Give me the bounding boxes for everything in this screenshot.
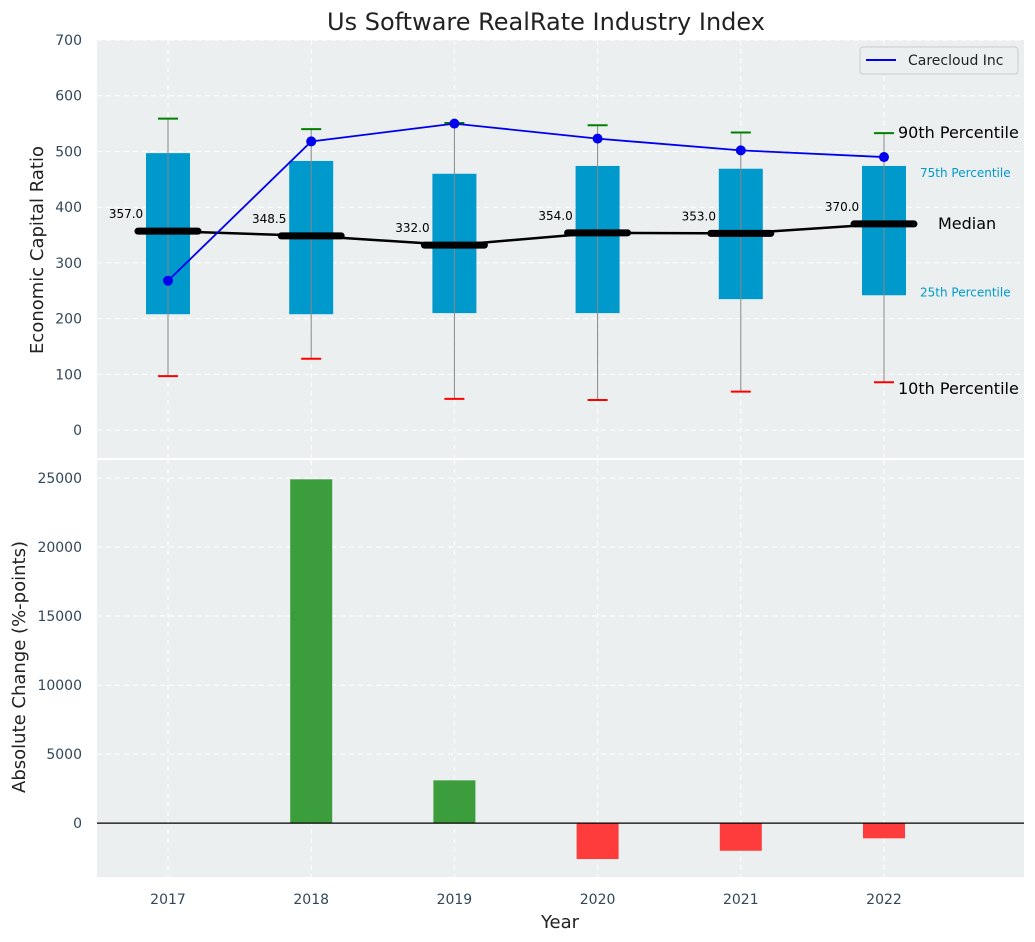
median-value-label: 332.0	[395, 221, 429, 235]
bottom-y-tick-label: 20000	[37, 540, 82, 556]
annotation-p25: 25th Percentile	[920, 285, 1011, 299]
bar-2020	[576, 823, 619, 860]
bottom-plot-area	[97, 460, 1024, 877]
series-line-carecloud	[167, 122, 885, 282]
bar-2018	[290, 479, 333, 824]
legend-label-carecloud: Carecloud Inc	[908, 53, 1003, 69]
annotation-p75: 75th Percentile	[920, 166, 1011, 180]
bottom-y-tick-label: 0	[73, 816, 82, 832]
bottom-y-tick-label: 15000	[37, 609, 82, 625]
top-y-tick-label: 500	[55, 144, 82, 160]
bottom-panel: 0 5000 10000 15000 20000 25000 2017 2018 2019 202…	[37, 460, 1024, 908]
bar-2021	[719, 823, 762, 851]
bottom-y-tick-label: 5000	[46, 747, 82, 763]
series-point-2017	[163, 275, 173, 286]
bar-2022	[863, 823, 905, 839]
top-y-tick-label: 100	[55, 367, 82, 383]
median-value-label: 357.0	[109, 207, 143, 221]
median-value-label: 354.0	[538, 209, 572, 223]
top-y-tick-label: 600	[55, 89, 82, 105]
series-point-2018	[306, 136, 317, 147]
series-point-2020	[592, 133, 603, 144]
top-y-tick-label: 700	[55, 33, 82, 49]
chart-title: Us Software RealRate Industry Index	[327, 8, 765, 36]
top-y-tick-label: 300	[55, 256, 82, 272]
legend: Carecloud Inc	[859, 46, 1019, 75]
top-y-tick-label: 400	[55, 200, 82, 216]
bottom-y-axis-label: Absolute Change (%-points)	[9, 541, 30, 793]
annotation-median: Median	[938, 214, 996, 233]
x-tick-label: 2021	[723, 892, 759, 908]
annotation-p10: 10th Percentile	[898, 379, 1019, 398]
x-tick-label: 2017	[150, 892, 186, 908]
series-point-2019	[449, 118, 460, 129]
median-value-label: 353.0	[682, 209, 716, 223]
median-value-label: 348.5	[252, 212, 286, 226]
annotation-p90: 90th Percentile	[898, 123, 1019, 142]
bottom-y-tick-label: 10000	[37, 678, 82, 694]
x-tick-label: 2022	[866, 892, 902, 908]
x-axis-label: Year	[540, 912, 580, 933]
median-value-label: 370.0	[825, 200, 859, 214]
bottom-y-tick-label: 25000	[37, 471, 82, 487]
top-y-axis-label: Economic Capital Ratio	[27, 146, 48, 354]
top-panel: 0 100 200 300 400 500 600 700 357.0 348.5 332.0 354…	[55, 33, 1024, 458]
bar-2019	[433, 780, 476, 824]
x-tick-label: 2019	[437, 892, 473, 908]
series-point-2022	[879, 152, 889, 163]
x-tick-label: 2020	[580, 892, 616, 908]
top-y-tick-label: 200	[55, 312, 82, 328]
legend-box	[859, 46, 1019, 75]
top-y-tick-label: 0	[73, 423, 82, 439]
x-tick-label: 2018	[293, 892, 329, 908]
series-point-2021	[735, 145, 746, 156]
